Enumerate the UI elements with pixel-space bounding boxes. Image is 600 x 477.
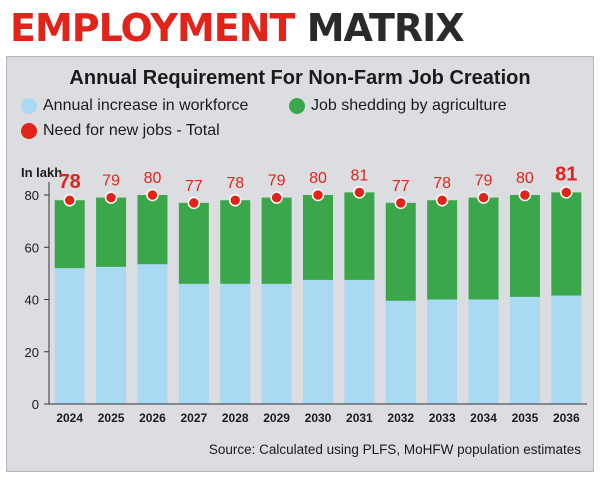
x-tick-label: 2036 [553,411,580,425]
bar-workforce [303,279,333,404]
total-data-label: 78 [59,171,81,193]
x-tick-label: 2025 [98,411,125,425]
legend-item-agriculture: Job shedding by agriculture [289,97,507,115]
y-tick-label: 0 [32,397,39,412]
bar-agriculture [54,200,85,269]
y-tick-label: 80 [25,188,39,203]
total-data-label: 78 [433,175,451,192]
total-marker [477,191,490,204]
headline-part1: EMPLOYMENT [10,6,295,50]
y-unit-label: In lakh [21,165,63,180]
x-tick-label: 2028 [222,411,249,425]
total-data-label: 79 [268,173,286,190]
total-marker [353,186,366,199]
bar-agriculture [303,195,333,280]
bar-agriculture [385,202,416,301]
x-tick-label: 2024 [56,411,83,425]
legend-label-agriculture: Job shedding by agriculture [311,97,507,114]
x-tick-label: 2027 [180,411,207,425]
total-marker [394,196,408,210]
source-note: Source: Calculated using PLFS, MoHFW pop… [208,442,581,457]
stacked-bar-chart: 0 20 40 60 80 2024 78 2025 79 2026 80 2027 77 2028 78 2… [25,163,587,425]
bar-agriculture [137,195,168,265]
x-tick-label: 2030 [305,411,332,425]
bar-workforce [427,299,458,404]
total-data-label: 77 [185,178,203,195]
chart-title: Annual Requirement For Non-Farm Job Crea… [69,67,531,89]
bar-agriculture [261,197,292,284]
total-data-label: 80 [144,170,162,187]
total-data-label: 80 [309,170,327,187]
total-marker [146,188,159,202]
bar-agriculture [551,192,582,296]
bar-workforce [344,279,375,404]
bar-workforce [385,300,416,404]
bar-agriculture [96,197,127,267]
bar-agriculture [509,195,540,297]
total-marker [228,193,242,207]
total-marker [104,191,118,204]
total-data-label: 80 [516,170,534,187]
legend-swatch-total [21,123,37,139]
total-data-label: 79 [475,173,493,190]
bar-agriculture [178,202,209,284]
x-tick-label: 2034 [470,411,497,425]
chart-panel: Annual Requirement For Non-Farm Job Crea… [6,56,594,472]
y-tick-label: 40 [25,293,39,308]
headline: EMPLOYMENT MATRIX [10,6,465,50]
y-tick-label: 60 [25,240,39,255]
x-tick-label: 2032 [387,411,414,425]
x-tick-label: 2031 [346,411,373,425]
bar-workforce [178,283,209,404]
bar-workforce [96,266,127,404]
total-marker [187,196,201,210]
headline-part2: MATRIX [306,6,465,50]
total-data-label: 79 [102,173,120,190]
bar-workforce [137,264,168,404]
total-data-label: 81 [350,167,368,184]
legend-swatch-workforce [21,98,37,114]
bar-workforce [261,283,292,404]
total-marker [270,191,283,204]
total-data-label: 77 [392,178,410,195]
bar-workforce [551,295,582,404]
x-tick-label: 2029 [263,411,290,425]
bar-workforce [509,296,540,404]
legend-swatch-agriculture [289,98,305,114]
legend-label-total: Need for new jobs - Total [43,122,220,139]
total-marker [560,186,573,199]
x-tick-label: 2035 [512,411,539,425]
bar-workforce [54,268,85,404]
total-marker [518,188,532,202]
y-tick-label: 20 [25,345,39,360]
total-marker [63,193,76,207]
bar-agriculture [427,200,458,300]
total-marker [311,188,325,202]
legend-label-workforce: Annual increase in workforce [43,97,249,114]
total-data-label: 78 [226,175,244,192]
total-data-label: 81 [555,163,577,185]
x-tick-label: 2033 [429,411,456,425]
bar-agriculture [344,192,375,280]
bar-workforce [220,283,251,404]
bar-agriculture [220,200,251,284]
x-tick-label: 2026 [139,411,166,425]
bar-agriculture [468,197,499,300]
legend-item-workforce: Annual increase in workforce [21,97,248,115]
bar-workforce [468,299,499,404]
total-marker [435,193,449,207]
legend-item-total: Need for new jobs - Total [21,122,220,140]
